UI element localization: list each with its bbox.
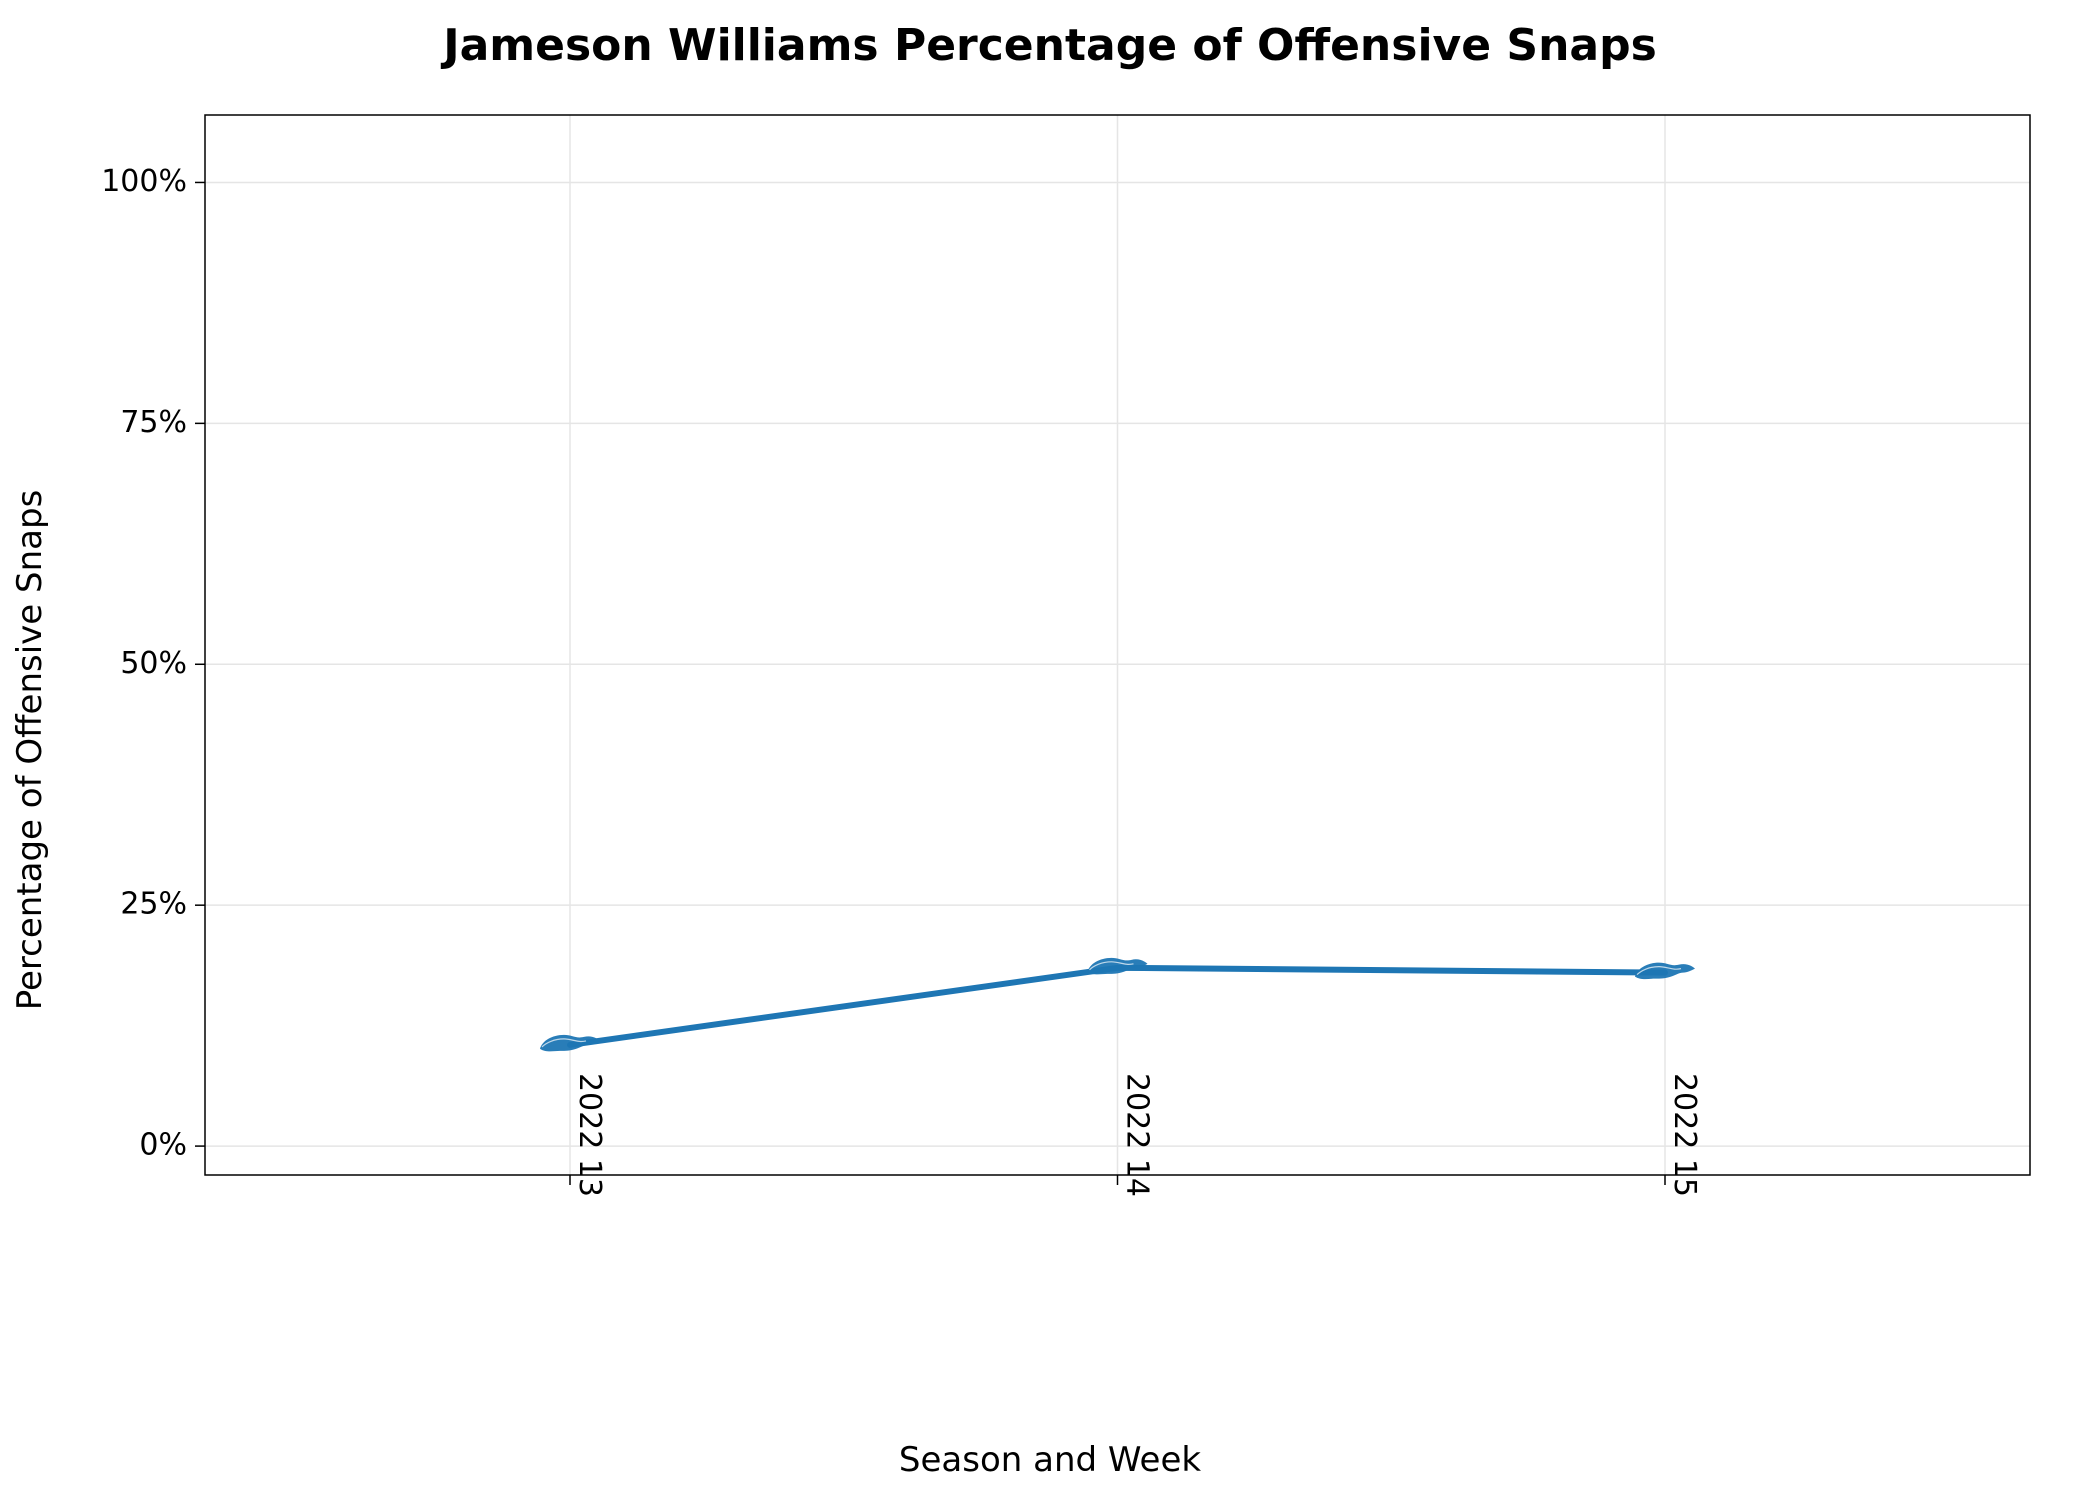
y-axis-label: Percentage of Offensive Snaps <box>10 490 50 1011</box>
y-tick-label: 75% <box>120 405 187 440</box>
y-tick-label: 50% <box>120 646 187 681</box>
chart-title: Jameson Williams Percentage of Offensive… <box>0 20 2100 71</box>
chart-container: Jameson Williams Percentage of Offensive… <box>0 0 2100 1500</box>
y-tick-label: 25% <box>120 887 187 922</box>
x-tick-label: 2022 15 <box>1667 1073 1702 1197</box>
x-axis-label: Season and Week <box>0 1440 2100 1480</box>
y-tick-label: 0% <box>139 1128 187 1163</box>
x-tick-label: 2022 13 <box>572 1073 607 1197</box>
x-tick-label: 2022 14 <box>1120 1073 1155 1197</box>
chart-svg: 0% 25% 50% 75% 100% 2022 13 2022 14 2022 15 <box>0 0 2100 1500</box>
y-tick-label: 100% <box>101 164 187 199</box>
